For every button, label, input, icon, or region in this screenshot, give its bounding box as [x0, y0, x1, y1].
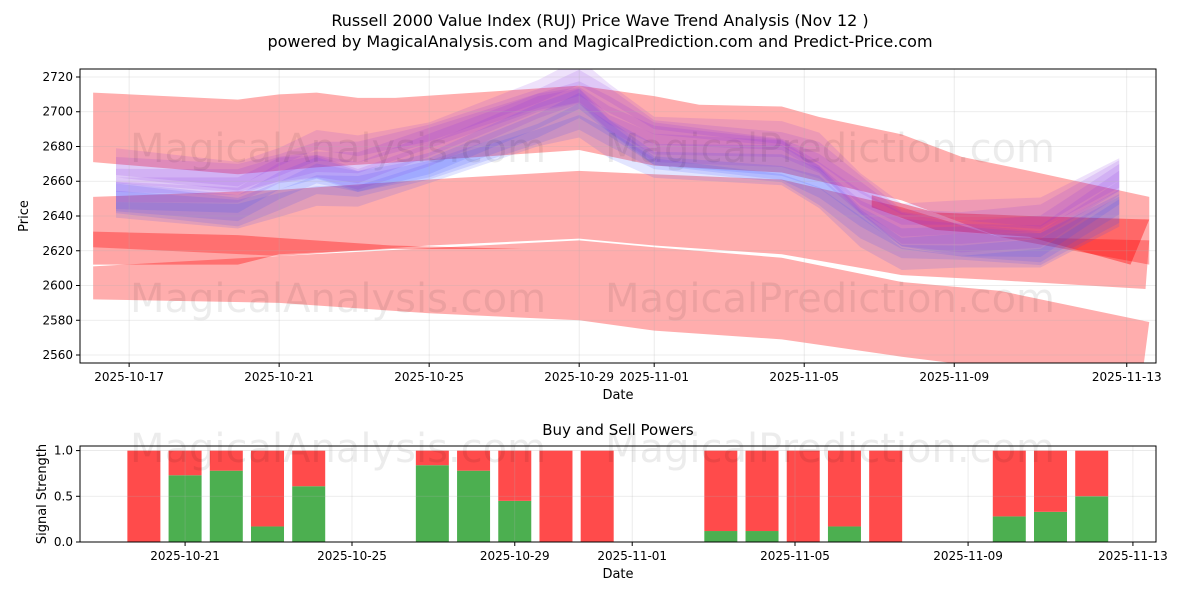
wave-band: [116, 69, 1120, 229]
x-tick-label: 2025-10-29: [544, 370, 614, 384]
wave-band: [116, 87, 1120, 244]
sell-bar: [251, 450, 285, 527]
y-tick-label: 2720: [42, 70, 73, 84]
buy-bar: [457, 470, 491, 542]
red-band-dark-right: [871, 195, 1150, 265]
buy-bar: [209, 470, 243, 542]
wave-band: [116, 81, 1120, 237]
sell-bar: [1075, 450, 1109, 497]
x-tick-label: 2025-11-05: [760, 549, 830, 563]
buy-bar: [827, 526, 861, 542]
wave-band: [116, 103, 1120, 266]
sell-bar: [457, 450, 491, 471]
sell-bar: [415, 450, 449, 466]
x-tick-label: 2025-10-25: [394, 370, 464, 384]
y-tick-label: 2700: [42, 105, 73, 119]
red-band-lower: [93, 240, 1150, 363]
y-tick-label: 2620: [42, 244, 73, 258]
x-tick-label: 2025-11-01: [597, 549, 667, 563]
buy-bar: [415, 465, 449, 542]
x-axis-label: Date: [602, 567, 633, 582]
x-tick-label: 2025-11-05: [769, 370, 839, 384]
chart-subtitle: powered by MagicalAnalysis.com and Magic…: [267, 32, 932, 51]
buy-bar: [292, 486, 326, 542]
x-tick-label: 2025-11-13: [1092, 370, 1162, 384]
y-tick-label: 2560: [42, 348, 73, 362]
y-tick-label: 2680: [42, 139, 73, 153]
x-tick-label: 2025-11-13: [1098, 549, 1168, 563]
red-band-upper: [93, 85, 1150, 265]
buy-bar: [1075, 496, 1109, 542]
y-axis-label: Signal Strength: [35, 444, 50, 544]
sell-bar: [704, 450, 738, 532]
buy-bar: [745, 531, 779, 542]
sell-bar: [498, 450, 532, 501]
sell-bar: [539, 450, 573, 542]
plot-area: MagicalAnalysis.com MagicalPrediction.com…: [93, 69, 1150, 363]
buy-bar: [992, 516, 1026, 542]
x-tick-label: 2025-11-01: [619, 370, 689, 384]
buy-bar: [1034, 511, 1068, 542]
wave-band: [116, 69, 1120, 227]
x-axis-label: Date: [602, 388, 633, 403]
y-axis-label: Price: [17, 200, 32, 232]
sell-bar: [292, 450, 326, 487]
red-band-dark-left: [93, 231, 523, 265]
x-tick-label: 2025-10-29: [480, 549, 550, 563]
buy-bar: [251, 526, 285, 542]
watermark: MagicalAnalysis.com: [130, 276, 546, 322]
buy-bar: [704, 531, 738, 542]
plot-frame: [79, 445, 1157, 543]
x-tick-label: 2025-10-25: [317, 549, 387, 563]
sell-bar: [869, 450, 903, 542]
sell-bar: [1034, 450, 1068, 512]
watermark: MagicalPrediction.com: [605, 276, 1055, 322]
wave-band: [116, 92, 1120, 263]
bar-chart-title: Buy and Sell Powers: [542, 421, 694, 439]
watermark: MagicalAnalysis.com: [130, 426, 546, 472]
x-tick-label: 2025-11-09: [933, 549, 1003, 563]
y-tick-label: 0.5: [54, 489, 73, 503]
y-tick-label: 0.0: [54, 535, 73, 549]
buy-bar: [168, 475, 202, 542]
x-tick-label: 2025-10-21: [150, 549, 220, 563]
wave-band: [116, 88, 1120, 253]
sell-bar: [209, 450, 243, 471]
buy-bar: [498, 500, 532, 542]
sell-bar: [827, 450, 861, 527]
watermark: MagicalAnalysis.com: [130, 126, 546, 172]
price-wave-plot: MagicalAnalysis.com MagicalPrediction.com…: [17, 68, 1162, 403]
sell-bar: [127, 450, 161, 542]
wave-band: [116, 114, 1120, 271]
x-tick-label: 2025-11-09: [919, 370, 989, 384]
sell-bar: [580, 450, 614, 542]
sell-bar: [786, 450, 820, 542]
x-tick-label: 2025-10-21: [244, 370, 314, 384]
red-band-middle: [93, 170, 1150, 289]
wave-band: [116, 88, 1120, 258]
sell-bar: [992, 450, 1026, 517]
y-tick-label: 2660: [42, 174, 73, 188]
watermark: MagicalPrediction.com: [605, 126, 1055, 172]
sell-bar: [168, 450, 202, 476]
y-tick-label: 1.0: [54, 444, 73, 458]
y-tick-label: 2600: [42, 279, 73, 293]
plot-frame: [79, 68, 1157, 364]
x-tick-label: 2025-10-17: [94, 370, 164, 384]
sell-bar: [745, 450, 779, 532]
chart-title: Russell 2000 Value Index (RUJ) Price Wav…: [331, 11, 868, 30]
y-tick-label: 2640: [42, 209, 73, 223]
y-tick-label: 2580: [42, 313, 73, 327]
watermark: MagicalPrediction.com: [605, 426, 1055, 472]
